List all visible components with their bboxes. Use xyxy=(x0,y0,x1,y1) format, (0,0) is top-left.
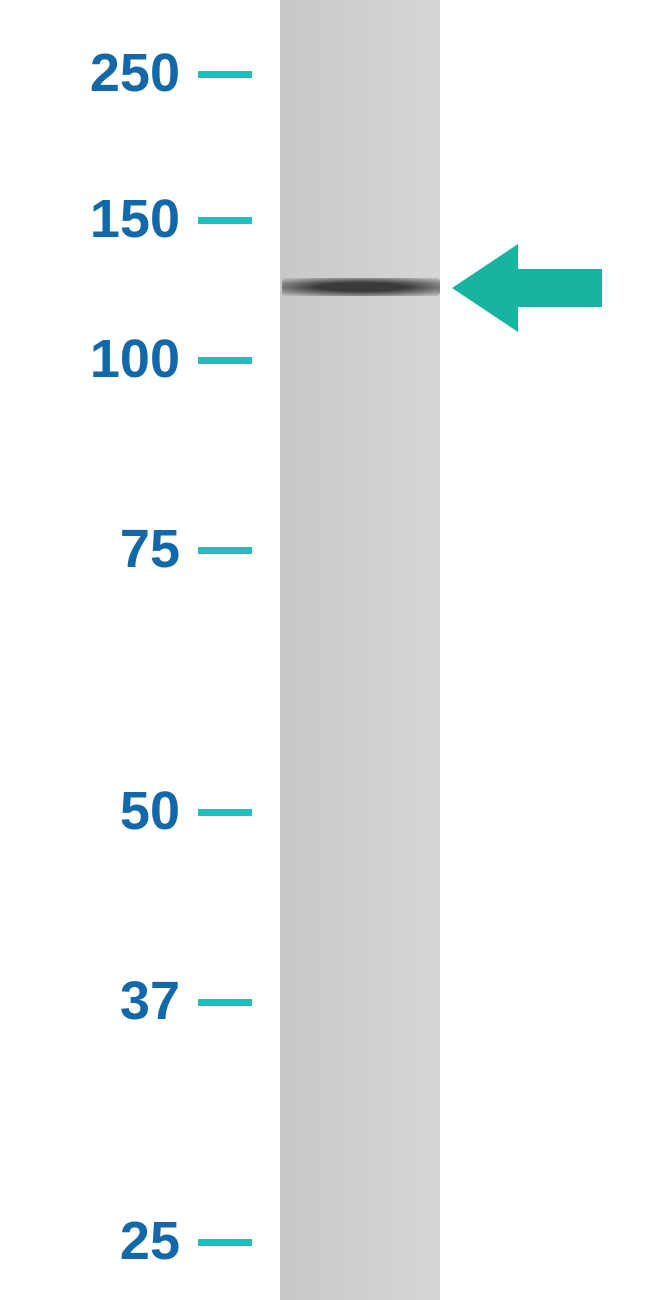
mw-dash-icon: — xyxy=(198,767,248,848)
mw-dash-icon: — xyxy=(198,29,248,110)
mw-label: 250 xyxy=(20,42,180,104)
mw-dash-icon: — xyxy=(198,315,248,396)
band-arrow-icon xyxy=(452,234,622,342)
mw-label: 37 xyxy=(20,970,180,1032)
mw-dash-icon: — xyxy=(198,957,248,1038)
mw-dash-icon: — xyxy=(198,175,248,256)
mw-label: 150 xyxy=(20,188,180,250)
mw-label: 25 xyxy=(20,1210,180,1272)
mw-label: 100 xyxy=(20,328,180,390)
protein-band xyxy=(282,278,440,296)
mw-label: 75 xyxy=(20,518,180,580)
mw-dash-icon: — xyxy=(198,505,248,586)
mw-label: 50 xyxy=(20,780,180,842)
western-blot-figure: 250 — 150 — 100 — 75 — 50 — 37 — 25 — xyxy=(0,0,650,1300)
blot-lane xyxy=(280,0,440,1300)
mw-dash-icon: — xyxy=(198,1197,248,1278)
